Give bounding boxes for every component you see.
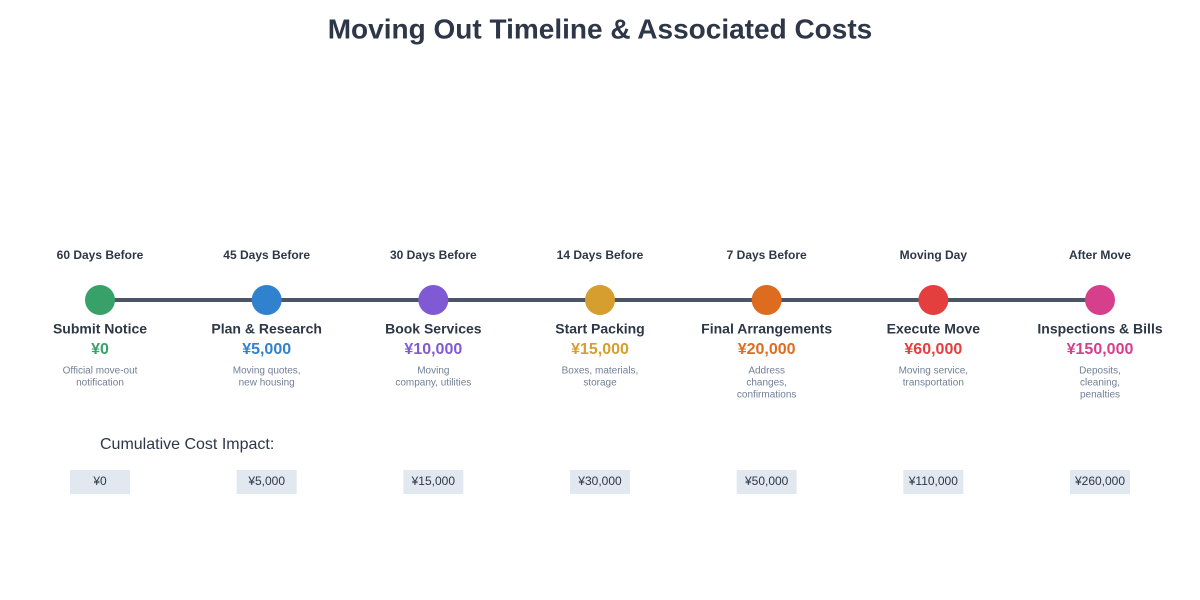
milestone-description: changes,: [746, 378, 787, 389]
milestone-description: Official move-out: [63, 366, 138, 377]
timing-label: Moving Day: [900, 248, 968, 262]
milestone-description: transportation: [903, 378, 964, 389]
milestone-cost: ¥150,000: [1067, 341, 1134, 358]
cumulative-value: ¥15,000: [411, 474, 456, 488]
milestone-dot: [918, 285, 949, 315]
milestone-name: Execute Move: [887, 321, 981, 337]
milestone-cost: ¥10,000: [404, 341, 462, 358]
milestone-description: Address: [748, 366, 785, 377]
cumulative-value: ¥5,000: [247, 474, 285, 488]
milestone-name: Final Arrangements: [701, 321, 832, 337]
timing-label: After Move: [1069, 248, 1131, 262]
milestone-description: Moving quotes,: [233, 366, 301, 377]
timing-label: 30 Days Before: [390, 248, 477, 262]
milestone-description: Moving service,: [899, 366, 968, 377]
cumulative-box: [403, 470, 464, 494]
milestone-description: new housing: [239, 378, 295, 389]
cumulative-box: [903, 470, 964, 494]
milestone-description: Deposits,: [1079, 366, 1121, 377]
milestone-dot: [85, 285, 115, 315]
cumulative-value: ¥0: [92, 474, 107, 488]
cumulative-box: [1070, 470, 1130, 494]
cumulative-heading: Cumulative Cost Impact:: [100, 436, 274, 453]
timing-label: 7 Days Before: [727, 248, 807, 262]
milestone-dot: [251, 285, 282, 315]
timing-label: 45 Days Before: [223, 248, 310, 262]
milestone-name: Submit Notice: [53, 321, 147, 337]
milestone-description: storage: [583, 378, 617, 389]
milestone-cost: ¥15,000: [571, 341, 629, 358]
milestone-description: company, utilities: [395, 378, 471, 389]
milestone-description: penalties: [1080, 390, 1120, 401]
milestone-dot: [418, 285, 449, 315]
milestone-cost: ¥5,000: [242, 341, 291, 358]
milestone-cost: ¥0: [91, 341, 109, 358]
milestone-dot: [1085, 285, 1115, 315]
milestone-cost: ¥60,000: [904, 341, 962, 358]
timing-label: 14 Days Before: [557, 248, 644, 262]
cumulative-value: ¥30,000: [577, 474, 622, 488]
milestone-dot: [751, 285, 782, 315]
cumulative-box: [736, 470, 797, 494]
milestone-name: Plan & Research: [211, 321, 322, 337]
cumulative-value: ¥50,000: [744, 474, 789, 488]
milestone-name: Book Services: [385, 321, 482, 337]
milestone-description: Moving: [417, 366, 449, 377]
cumulative-box: [236, 470, 297, 494]
timing-label: 60 Days Before: [57, 248, 144, 262]
milestone-cost: ¥20,000: [738, 341, 796, 358]
cumulative-value: ¥110,000: [908, 474, 958, 488]
cumulative-box: [70, 470, 130, 494]
milestone-description: notification: [76, 378, 124, 389]
title: Moving Out Timeline & Associated Costs: [328, 13, 873, 44]
milestone-description: Boxes, materials,: [562, 366, 639, 377]
milestone-name: Inspections & Bills: [1037, 321, 1162, 337]
milestone-description: confirmations: [737, 390, 796, 401]
milestone-dot: [585, 285, 615, 315]
milestone-description: cleaning,: [1080, 378, 1120, 389]
cumulative-box: [570, 470, 630, 494]
cumulative-value: ¥260,000: [1074, 474, 1125, 488]
milestone-name: Start Packing: [555, 321, 644, 337]
